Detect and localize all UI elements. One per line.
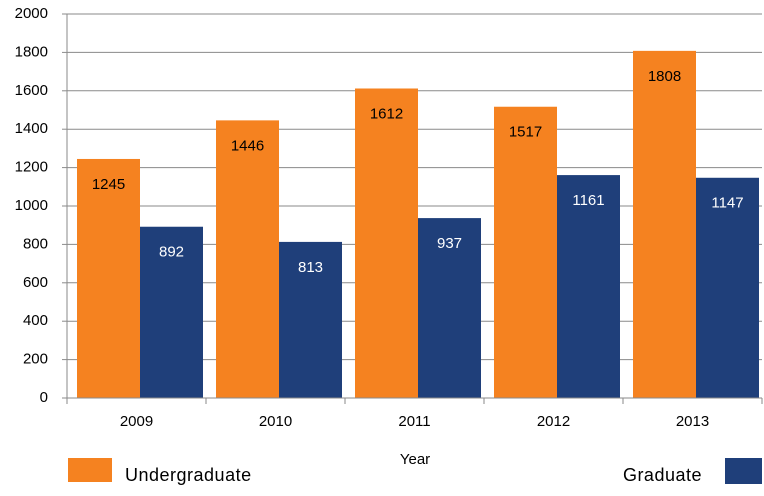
data-label: 1245 [92,176,125,193]
data-label: 1517 [509,124,542,141]
bar [77,158,140,398]
data-label: 1161 [572,192,604,209]
x-tick-label: 2013 [676,413,709,430]
legend-label: Undergraduate [125,465,252,485]
y-tick-label: 800 [23,235,48,252]
bar [279,241,342,398]
y-tick-label: 400 [23,312,48,329]
bar [355,88,418,398]
data-label: 937 [437,235,462,252]
bar [140,226,203,398]
x-tick-label: 2012 [537,413,570,430]
x-tick-label: 2010 [259,413,292,430]
data-label: 1808 [648,68,681,85]
legend-label: Graduate [623,465,702,485]
data-label: 813 [298,259,323,276]
legend-swatch [725,458,762,484]
y-tick-label: 1800 [15,43,48,60]
legend-swatch [68,458,112,482]
bar [696,177,759,398]
bar [418,218,481,398]
x-tick-label: 2011 [398,413,430,430]
y-tick-label: 1400 [15,120,48,137]
y-tick-label: 1600 [15,82,48,99]
y-tick-label: 1200 [15,159,48,176]
bar [494,106,557,399]
bar [557,175,620,398]
data-label: 1446 [231,137,264,154]
x-axis-title: Year [400,451,430,468]
data-label: 892 [159,244,184,261]
y-tick-label: 0 [40,389,48,406]
y-tick-label: 600 [23,274,48,291]
y-tick-label: 200 [23,351,48,368]
bar [633,50,696,398]
data-label: 1147 [711,195,743,212]
y-tick-label: 2000 [15,5,48,22]
x-tick-label: 2009 [120,413,153,430]
data-label: 1612 [370,105,403,122]
bar [216,120,279,399]
y-tick-label: 1000 [15,197,48,214]
